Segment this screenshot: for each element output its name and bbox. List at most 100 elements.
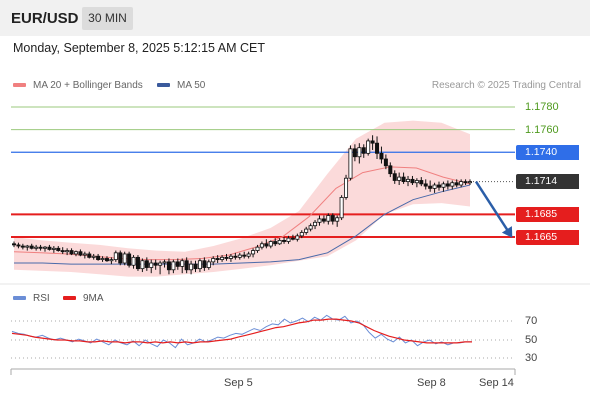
candle-body [428,185,433,189]
candle-body [96,255,101,261]
candle-body [16,244,21,247]
candle-body [344,177,349,198]
candle-body [228,255,233,259]
pivot-tag: 1.1740 [516,145,579,160]
candles [11,135,472,275]
forecast-arrow-head [501,226,513,238]
candle-body [432,184,437,189]
candle-body [25,245,30,248]
candle-body [335,217,340,222]
candle-body [65,250,70,253]
candle-body [113,252,118,261]
candle-body [149,262,154,268]
candle-body [29,245,34,249]
candle-body [193,263,198,270]
ma50-swatch [157,83,170,88]
candle-body [313,221,318,227]
candle-body [299,232,304,237]
candle-body [330,215,335,222]
candle-body [11,243,16,246]
ma20-swatch [13,83,26,88]
candle-body [286,237,291,242]
candle-body [326,215,331,222]
candle-body [321,218,326,222]
candle-body [82,253,87,256]
candle-body [308,225,313,230]
candle-body [357,147,362,158]
resistance-1-label: 1.1760 [525,124,559,136]
timestamp: Monday, September 8, 2025 5:12:15 AM CET [13,41,265,55]
candle-body [127,253,132,266]
candle-body [162,261,167,264]
timeframe-button[interactable]: 30 MIN [82,7,133,30]
forecast-arrow-shaft [474,180,510,232]
candle-body [339,197,344,219]
candle-body [211,258,216,263]
candle-body [78,251,83,256]
ma20-label: MA 20 + Bollinger Bands [33,80,143,91]
candle-body [423,183,428,187]
rsi-9ma-line [11,318,472,344]
candle-body [242,254,247,257]
candle-body [189,263,194,271]
candle-body [215,258,220,261]
candle-body [118,252,123,264]
candle-body [87,253,92,258]
candle-body [135,256,140,270]
candle-body [383,158,388,167]
candle-body [251,250,256,255]
rsi-level-50-label: 50 [525,334,538,346]
candle-body [375,142,380,154]
x-tick-sep5: Sep 5 [224,377,253,389]
candle-body [454,182,459,186]
candle-body [246,253,251,257]
candle-body [171,261,176,271]
candle-body [224,256,229,259]
candle-body [73,251,78,255]
legend-9ma: 9MA [63,293,104,304]
candle-body [366,140,371,154]
candle-body [51,247,56,250]
candle-body [401,176,406,183]
legend-ma50: MA 50 [157,80,205,91]
candle-body [175,261,180,267]
last-price-tag: 1.1714 [516,174,579,189]
candle-body [414,180,419,184]
candle-body [202,260,207,268]
rsi-level-30-label: 30 [525,352,538,364]
x-tick-sep14: Sep 14 [479,377,514,389]
candle-body [459,181,464,186]
top-bar: EUR/USD 30 MIN [0,0,590,36]
candle-body [304,228,309,233]
candle-body [441,183,446,188]
candle-body [388,165,393,175]
candle-body [42,246,47,249]
candle-body [410,178,415,184]
rsi-label: RSI [33,293,50,304]
candle-body [437,184,442,188]
candle-body [131,256,136,266]
r1-text: 1.1760 [525,124,559,136]
rsi-level-70-label: 70 [525,315,538,327]
candle-body [197,260,202,270]
resistance-2-label: 1.1780 [525,101,559,113]
candle-body [290,237,295,240]
candle-body [206,261,211,268]
candle-body [34,246,39,249]
candle-body [47,246,52,250]
candle-body [445,183,450,187]
x-tick-sep8: Sep 8 [417,377,446,389]
candle-body [277,239,282,245]
candle-body [379,152,384,160]
rsi-swatch [13,296,26,301]
research-credit: Research © 2025 Trading Central [431,80,581,91]
candle-body [295,235,300,240]
candle-body [158,262,163,266]
candle-body [109,259,114,262]
candle-body [259,243,264,248]
support-2-tag: 1.1665 [516,230,579,245]
ma50-label: MA 50 [177,80,206,91]
candle-body [144,260,149,268]
candle-body [255,246,260,251]
candle-body [104,258,109,262]
